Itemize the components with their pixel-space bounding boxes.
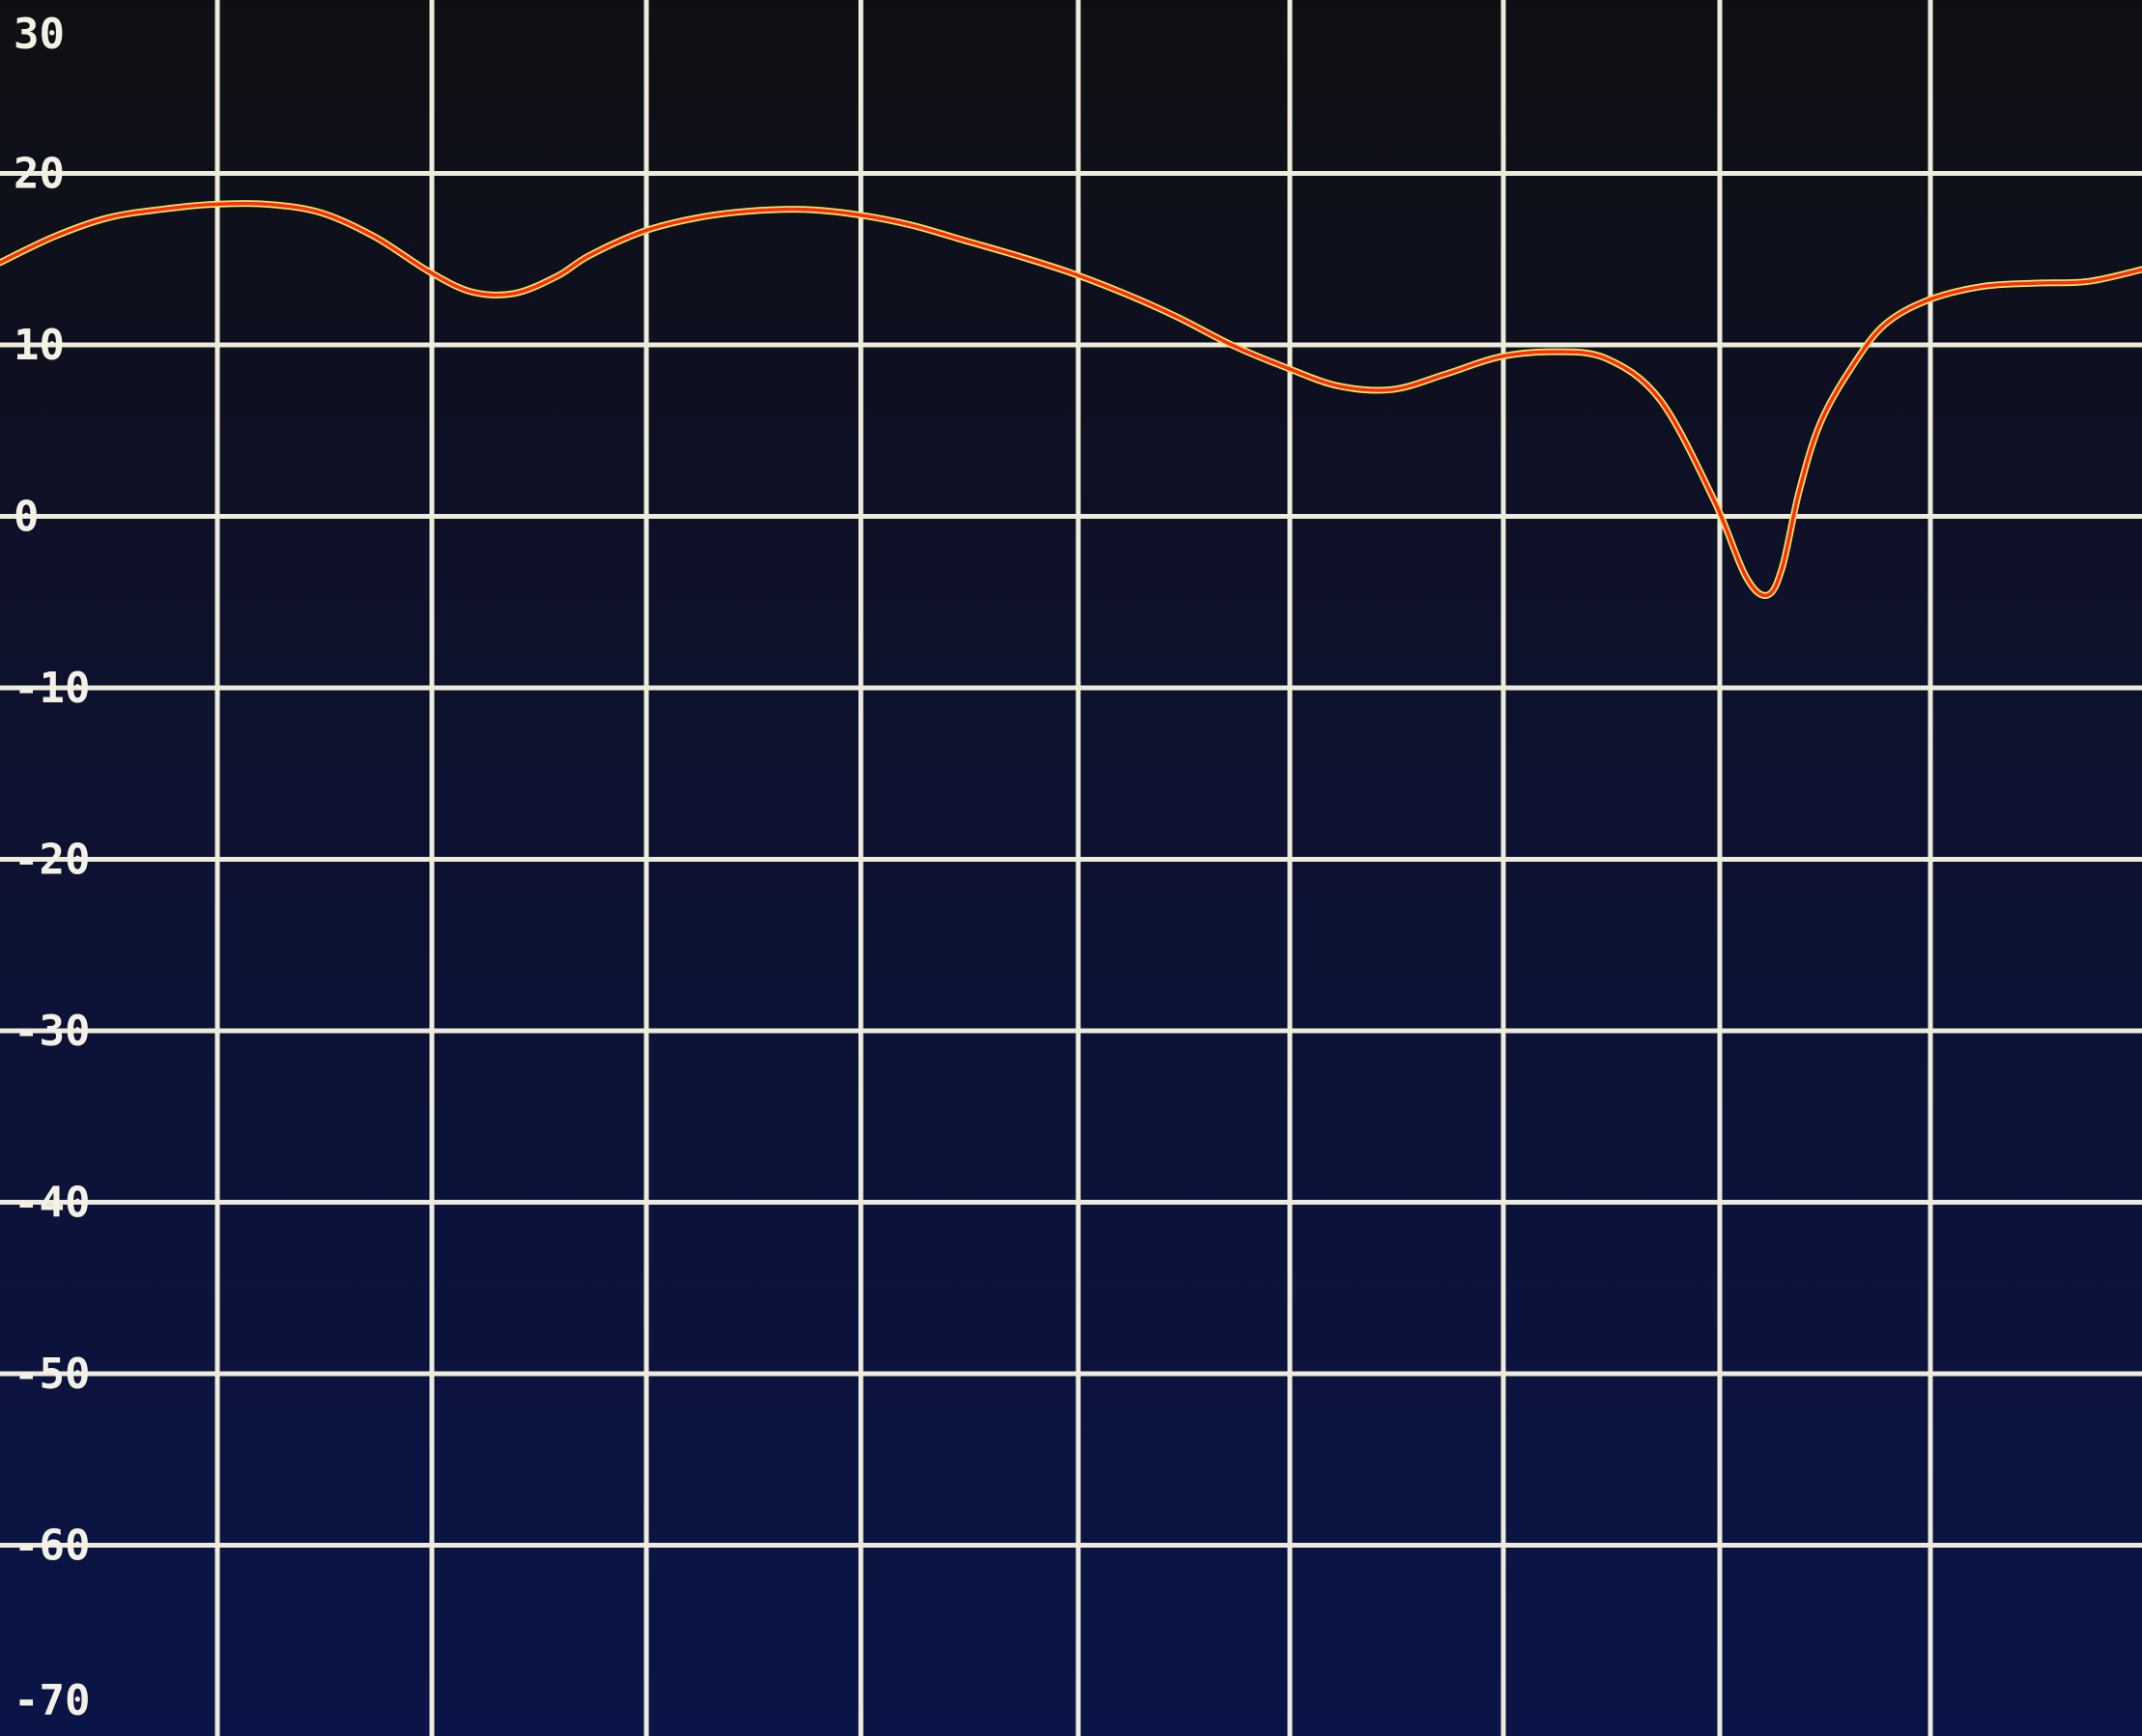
y-tick-label: 20 bbox=[14, 150, 65, 199]
vertical-grid bbox=[214, 0, 1933, 1736]
y-tick-label: -60 bbox=[14, 1522, 90, 1571]
y-tick-label: -50 bbox=[14, 1350, 90, 1399]
y-tick-label: -40 bbox=[14, 1179, 90, 1228]
trace-layer bbox=[0, 200, 2142, 599]
y-tick-label: 30 bbox=[14, 10, 65, 59]
y-tick-labels: 30 20 10 0 -10 -20 -30 -40 -50 -60 -70 bbox=[14, 10, 90, 1725]
y-tick-label: -30 bbox=[14, 1007, 90, 1056]
y-tick-label: -70 bbox=[14, 1676, 90, 1725]
horizontal-grid bbox=[0, 171, 2142, 1548]
y-tick-label: -20 bbox=[14, 836, 90, 885]
series-line bbox=[0, 201, 2142, 598]
y-tick-label: -10 bbox=[14, 664, 90, 713]
y-tick-label: 0 bbox=[14, 493, 40, 542]
y-tick-label: 10 bbox=[14, 321, 65, 370]
trace-glow bbox=[0, 200, 2142, 599]
